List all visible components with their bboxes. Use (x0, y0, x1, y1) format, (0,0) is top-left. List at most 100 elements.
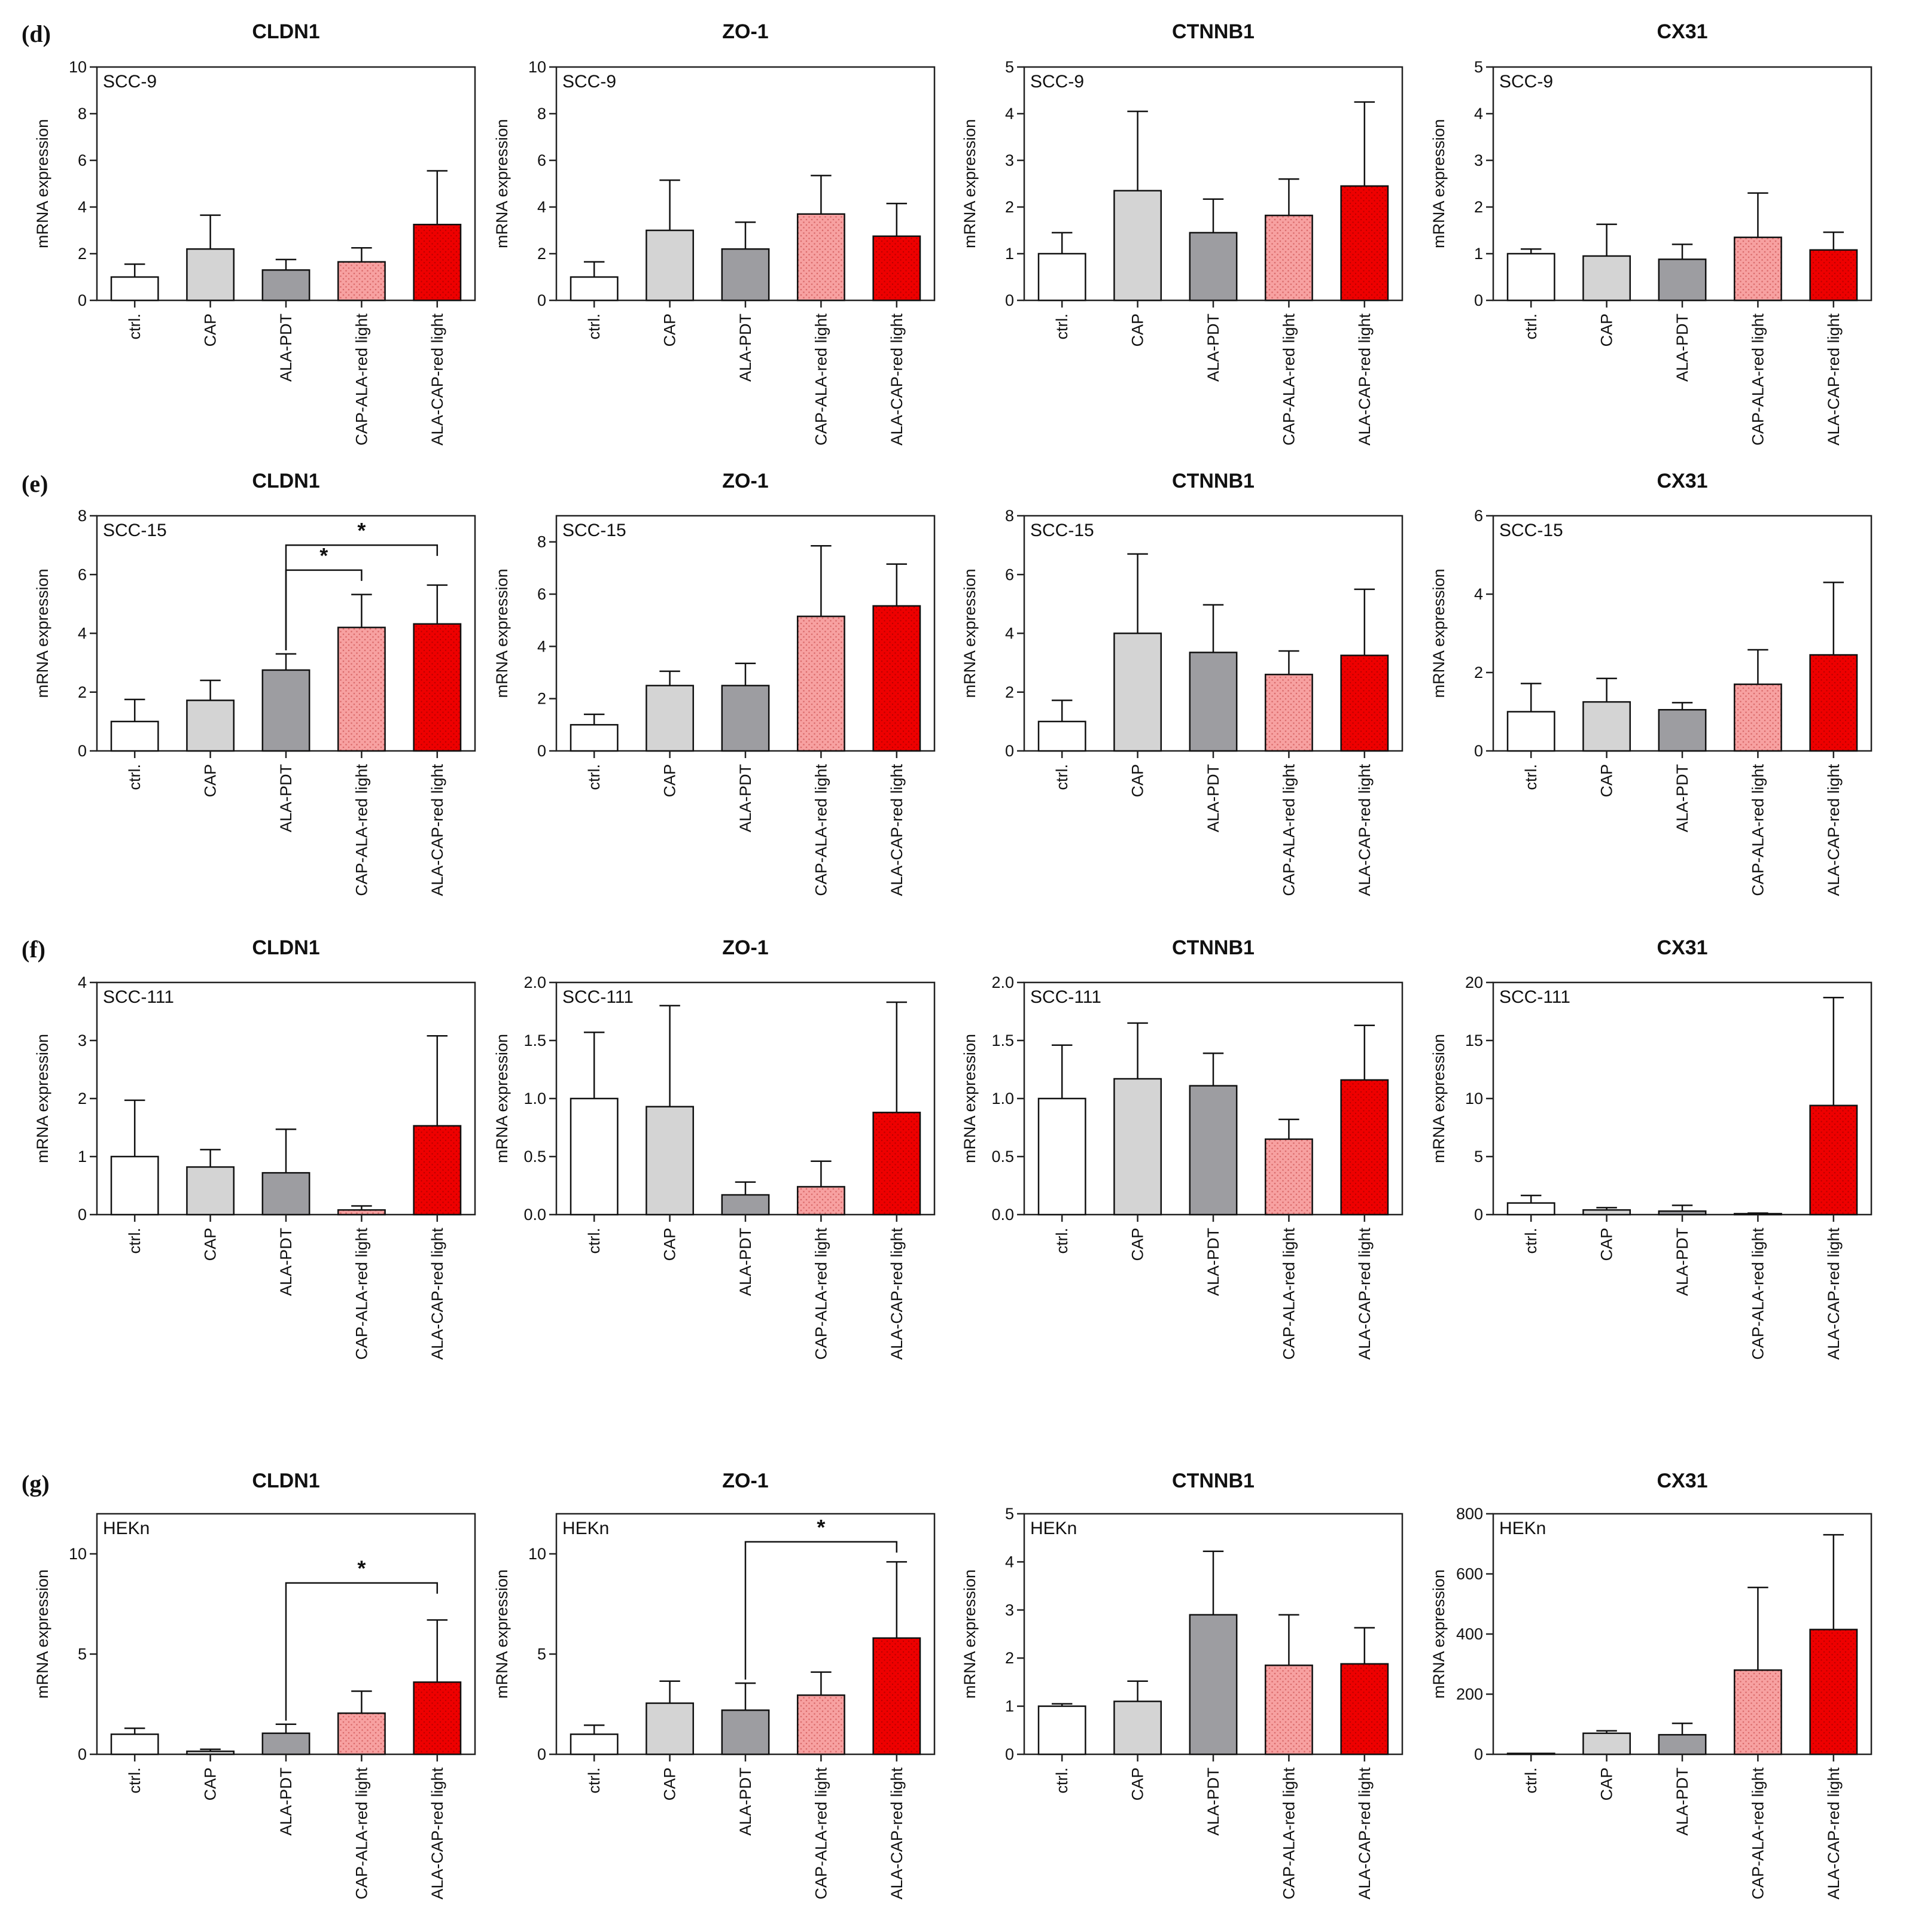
y-tick-label: 0 (537, 1745, 546, 1763)
chart-ctnnb1-scc-9: CTNNB1 SCC-9 mRNA expression 0 1 2 3 4 5 ctrl. CAP… (961, 20, 1403, 446)
y-tick-label: 6 (537, 585, 546, 603)
bar-capala (1264, 1665, 1313, 1755)
y-tick-label: 1.5 (523, 1032, 546, 1049)
chart-cldn1-scc-111: CLDN1 SCC-111 mRNA expression 0 1 2 3 4 ctrl. CAP… (34, 936, 476, 1360)
bar-ctrl (570, 724, 619, 752)
y-tick-label: 0 (1474, 742, 1483, 760)
x-tick-label-cap: CAP (1598, 1767, 1616, 1801)
x-tick-label-alacap: ALA-CAP-red light (1356, 314, 1374, 446)
y-axis-label: mRNA expression (493, 1034, 511, 1163)
y-tick-label: 2 (537, 245, 546, 263)
chart-cx31-scc-111: CX31 SCC-111 mRNA expression 0 5 10 15 20 ctrl. C… (1430, 936, 1873, 1360)
x-tick-label-capala: CAP-ALA-red light (1280, 1767, 1298, 1900)
x-tick-label-capala: CAP-ALA-red light (1280, 1228, 1298, 1360)
x-tick-label-alapdt: ALA-PDT (1673, 314, 1691, 382)
x-tick-label-cap: CAP (661, 1228, 679, 1261)
x-tick-label-cap: CAP (1598, 1228, 1616, 1261)
x-tick-label-cap: CAP (1598, 764, 1616, 798)
y-axis-label: mRNA expression (1430, 1034, 1448, 1163)
bar-ctrl (1506, 252, 1555, 302)
y-tick-label: 4 (1474, 585, 1483, 603)
y-axis-label: mRNA expression (961, 119, 979, 248)
y-tick-label: 1 (1474, 245, 1483, 263)
y-tick-label: 0 (78, 742, 87, 760)
y-axis-label: mRNA expression (34, 1034, 51, 1163)
chart-zo-1-scc-9: ZO-1 SCC-9 mRNA expression 0 2 4 6 8 10 ctrl. CAP A… (493, 20, 936, 446)
x-tick-label-cap: CAP (1598, 314, 1616, 347)
cell-line-label: SCC-9 (1030, 72, 1084, 92)
bar-capala (1264, 674, 1313, 752)
y-tick-label: 3 (1005, 1601, 1014, 1619)
bar-capala (1264, 1138, 1313, 1216)
y-tick-label: 4 (1005, 625, 1014, 643)
x-tick-label-alapdt: ALA-PDT (736, 764, 754, 832)
chart-title: CTNNB1 (1172, 936, 1255, 959)
y-axis-label: mRNA expression (493, 1569, 511, 1699)
y-tick-label: 4 (1474, 105, 1483, 123)
bar-alapdt (1189, 1085, 1238, 1216)
cell-line-label: SCC-111 (1030, 987, 1101, 1007)
y-tick-label: 8 (537, 533, 546, 551)
chart-ctnnb1-scc-111: CTNNB1 SCC-111 mRNA expression 0.0 0.5 1.0 1.5… (961, 936, 1403, 1360)
x-tick-label-alacap: ALA-CAP-red light (888, 314, 906, 446)
y-axis-label: mRNA expression (961, 1034, 979, 1163)
bar-ctrl (1037, 1097, 1086, 1216)
bar-capala (1733, 236, 1782, 302)
x-tick-label-alapdt: ALA-PDT (1204, 764, 1222, 832)
row-letters: (d) (e) (f) (g) (22, 20, 51, 1497)
y-tick-label: 2 (1005, 1649, 1014, 1667)
bar-ctrl (1037, 720, 1086, 752)
x-tick-label-alacap: ALA-CAP-red light (428, 1767, 446, 1900)
bar-ctrl (1506, 1202, 1555, 1216)
y-tick-label: 4 (1005, 105, 1014, 123)
x-tick-label-cap: CAP (202, 1767, 220, 1801)
bar-alapdt (261, 1172, 310, 1216)
x-tick-label-capala: CAP-ALA-red light (1280, 764, 1298, 896)
x-tick-label-cap: CAP (1129, 314, 1147, 347)
y-tick-label: 2 (78, 1090, 87, 1108)
bar-capala (796, 1186, 845, 1216)
chart-title: CX31 (1657, 1469, 1707, 1492)
y-tick-label: 2 (78, 683, 87, 701)
x-tick-label-alapdt: ALA-PDT (736, 1228, 754, 1296)
x-tick-label-alapdt: ALA-PDT (1204, 1767, 1222, 1836)
x-tick-label-alapdt: ALA-PDT (277, 314, 295, 382)
chart-title: CTNNB1 (1172, 470, 1255, 492)
y-tick-label: 4 (1005, 1553, 1014, 1571)
bar-cap (186, 1166, 235, 1216)
x-tick-label-ctrl: ctrl. (1053, 314, 1071, 340)
panel-letter-0: (d) (22, 20, 51, 47)
chart-title: CTNNB1 (1172, 20, 1255, 43)
cell-line-label: SCC-111 (103, 987, 174, 1007)
bar-alacap (872, 235, 921, 302)
x-tick-label-alacap: ALA-CAP-red light (428, 764, 446, 896)
cell-line-label: HEKn (1499, 1519, 1546, 1538)
y-tick-label: 3 (1474, 151, 1483, 169)
x-tick-label-ctrl: ctrl. (1053, 1767, 1071, 1794)
x-tick-label-capala: CAP-ALA-red light (1749, 314, 1767, 446)
chart-title: ZO-1 (722, 1469, 768, 1492)
y-tick-label: 1 (1005, 1697, 1014, 1715)
bar-alacap (1809, 654, 1858, 752)
bar-cap (1113, 1700, 1162, 1755)
x-tick-label-ctrl: ctrl. (585, 1767, 603, 1794)
x-tick-label-cap: CAP (1129, 764, 1147, 798)
bar-ctrl (570, 1097, 619, 1216)
y-tick-label: 4 (537, 198, 546, 216)
chart-title: CLDN1 (252, 1469, 319, 1492)
bar-capala (1733, 683, 1782, 752)
cell-line-label: SCC-15 (1030, 521, 1094, 540)
bar-cap (646, 1702, 695, 1755)
x-tick-label-capala: CAP-ALA-red light (812, 1228, 830, 1360)
chart-title: CLDN1 (252, 20, 319, 43)
y-tick-label: 0 (78, 1206, 87, 1224)
chart-title: CX31 (1657, 20, 1707, 43)
x-tick-label-alapdt: ALA-PDT (736, 1767, 754, 1836)
bar-cap (646, 1106, 695, 1216)
y-tick-label: 0 (78, 1745, 87, 1763)
x-tick-label-cap: CAP (202, 314, 220, 347)
x-tick-label-ctrl: ctrl. (1522, 1228, 1540, 1254)
cell-line-label: SCC-111 (1499, 987, 1570, 1007)
